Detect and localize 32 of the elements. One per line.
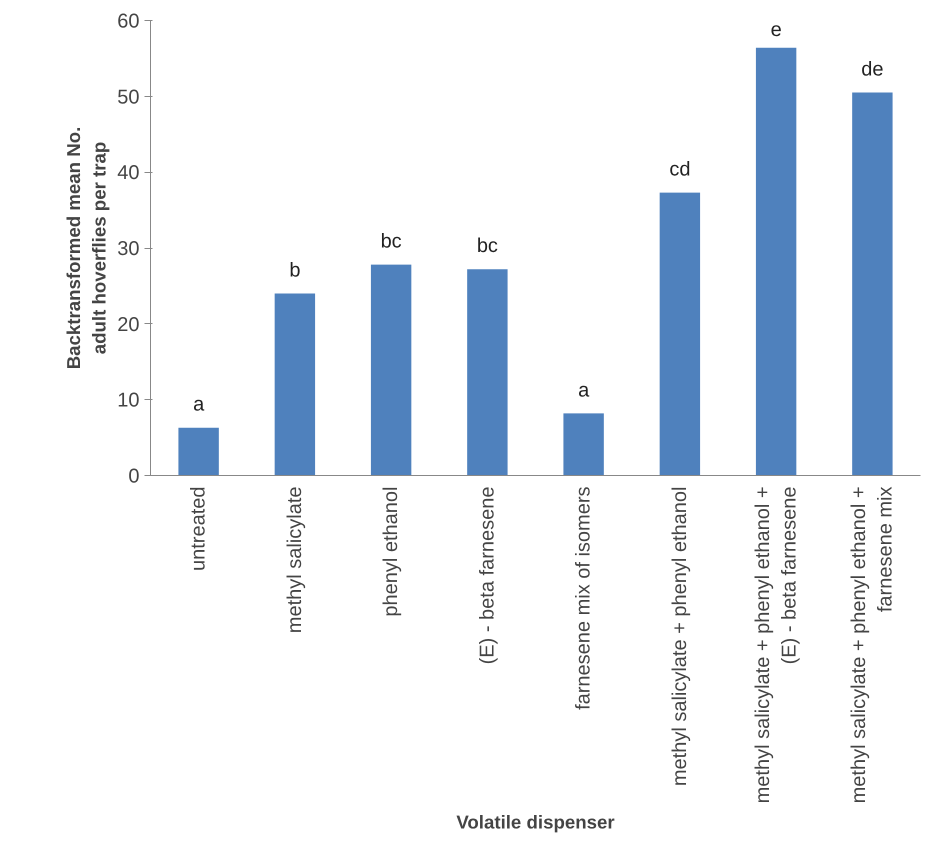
annotation: bc [476, 235, 498, 258]
x-tick-label: methyl salicylate [284, 486, 306, 634]
annotation: b [289, 260, 300, 282]
bar [178, 428, 219, 476]
annotation: a [193, 394, 206, 416]
y-tick-label: 20 [117, 314, 140, 336]
y-tick-label: 40 [117, 162, 140, 184]
bar [370, 264, 412, 476]
y-tick-label: 0 [128, 466, 140, 488]
x-tick-label: methyl salicylate + phenyl ethanol + farnesene mix [848, 486, 897, 804]
y-axis-title: Backtransformed mean No. adult hoverflies per trap [63, 126, 110, 370]
annotation: a [578, 379, 590, 402]
y-tick-label: 50 [117, 86, 140, 108]
annotation: bc [380, 230, 402, 253]
annotation: cd [669, 158, 690, 181]
bar [660, 192, 700, 476]
y-tick-label: 10 [117, 390, 140, 412]
bar [852, 92, 893, 476]
bar [467, 269, 508, 476]
annotation: e [770, 18, 782, 41]
x-tick-label: (E) - beta farnesene [476, 486, 498, 664]
x-tick-label: untreated [188, 486, 210, 572]
y-tick-label: 60 [117, 10, 140, 32]
x-tick-label: phenyl ethanol [380, 486, 402, 617]
x-tick-label: methyl salicylate + phenyl ethanol [668, 486, 691, 786]
bar [756, 48, 796, 476]
bar [274, 294, 316, 476]
y-tick-label: 30 [117, 238, 140, 260]
annotation: de [861, 58, 884, 81]
x-axis-title: Volatile dispenser [456, 811, 615, 832]
x-tick-label: farnesene mix of isomers [572, 486, 595, 710]
bar [563, 413, 604, 476]
